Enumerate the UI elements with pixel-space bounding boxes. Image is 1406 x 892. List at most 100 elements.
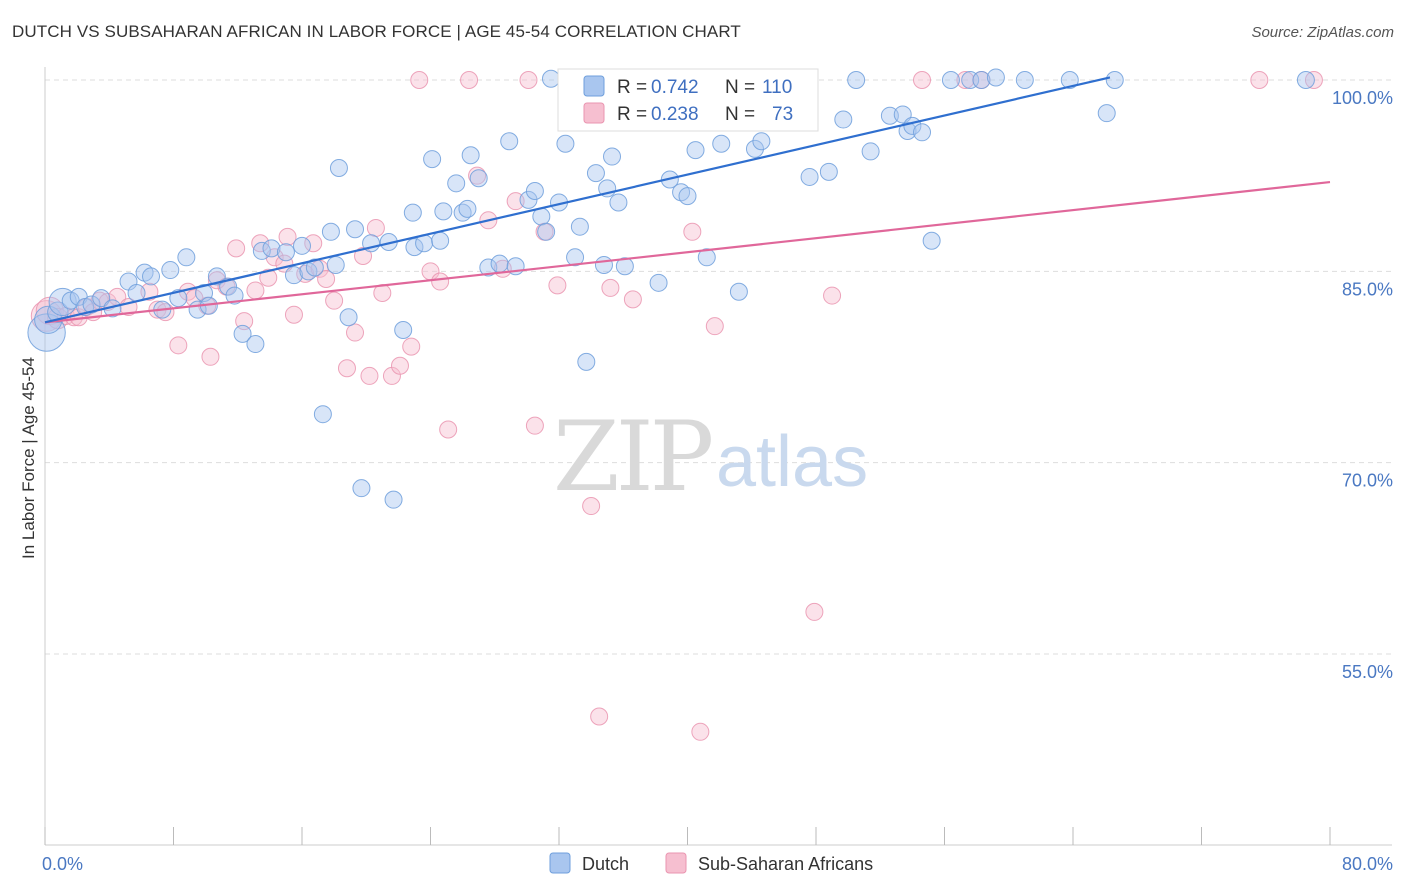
- x-tick-label-min: 0.0%: [42, 854, 83, 874]
- dutch-point: [293, 236, 311, 255]
- dutch-point: [913, 123, 932, 142]
- dutch-point: [972, 71, 991, 89]
- ssa-point: [317, 269, 336, 288]
- dutch-point: [27, 313, 66, 352]
- dutch-point: [246, 335, 265, 354]
- dutch-point: [326, 255, 345, 274]
- ssa-point: [390, 356, 409, 375]
- legend-ssa-n-value: 73: [772, 104, 793, 125]
- ssa-point: [169, 336, 188, 355]
- dutch-point: [82, 295, 101, 314]
- dutch-point: [479, 258, 498, 277]
- ssa-point: [506, 192, 525, 211]
- ssa-point: [278, 227, 297, 246]
- ssa-point: [251, 234, 270, 253]
- dutch-point: [434, 202, 453, 221]
- legend-swatch-ssa: [583, 102, 605, 124]
- ssa-point: [823, 286, 842, 305]
- ssa-point: [460, 71, 479, 89]
- legend-dutch-n-label: N =: [725, 77, 755, 98]
- ssa-point: [402, 337, 421, 356]
- legend-dutch-n-value: 110: [762, 77, 792, 98]
- dutch-point: [586, 164, 605, 183]
- ssa-point: [337, 359, 356, 378]
- ssa-trend-line: [44, 180, 1331, 324]
- ssa-point: [431, 272, 450, 291]
- dutch-point: [609, 193, 628, 212]
- dutch-point: [834, 110, 853, 129]
- dutch-point: [405, 238, 424, 257]
- dutch-point: [284, 266, 303, 285]
- dutch-point: [92, 289, 111, 308]
- bottom-legend: Dutch Sub-Saharan Africans: [549, 852, 873, 874]
- dutch-point: [403, 203, 422, 222]
- dutch-point: [615, 257, 634, 276]
- source-label: Source: ZipAtlas.com: [1251, 24, 1394, 41]
- ssa-point: [346, 323, 365, 342]
- dutch-point: [431, 231, 450, 250]
- ssa-point: [246, 281, 265, 300]
- dutch-point: [603, 147, 622, 166]
- dutch-point: [556, 134, 575, 153]
- dutch-point: [305, 258, 324, 277]
- ssa-point: [601, 278, 620, 297]
- ssa-point: [913, 71, 932, 89]
- ssa-point: [582, 497, 601, 516]
- ssa-point: [805, 602, 824, 621]
- dutch-point: [922, 231, 941, 250]
- dutch-point: [169, 289, 188, 308]
- dutch-point: [570, 217, 589, 236]
- ssa-point: [590, 707, 609, 726]
- dutch-point: [161, 261, 180, 280]
- y-tick-label-100: 100.0%: [1332, 88, 1393, 108]
- ssa-point: [705, 317, 724, 336]
- ssa-series-points: [30, 71, 1323, 741]
- watermark: ZIP atlas: [553, 401, 868, 513]
- ssa-point: [227, 239, 246, 258]
- dutch-point: [686, 141, 705, 160]
- ssa-point: [140, 282, 159, 301]
- ssa-point: [548, 276, 567, 295]
- dutch-point: [1296, 71, 1315, 89]
- y-axis-label: In Labor Force | Age 45-54: [19, 357, 38, 559]
- dutch-point: [329, 159, 348, 178]
- dutch-point: [941, 71, 960, 89]
- dutch-point: [490, 254, 509, 273]
- dutch-point: [566, 248, 585, 267]
- dutch-point: [262, 239, 281, 258]
- dutch-point: [500, 132, 519, 151]
- dutch-point: [339, 308, 358, 327]
- dutch-point: [423, 150, 442, 169]
- ssa-point: [623, 290, 642, 309]
- legend-dutch-r-label: R =: [617, 77, 647, 98]
- ssa-point: [304, 234, 323, 253]
- dutch-point: [649, 273, 668, 292]
- ssa-point: [1250, 71, 1269, 89]
- top-legend: R = 0.742 N = 110 R = 0.238 N = 73: [557, 68, 819, 132]
- bottom-legend-label-ssa: Sub-Saharan Africans: [698, 854, 873, 874]
- dutch-point: [986, 68, 1005, 87]
- y-tick-label-70: 70.0%: [1342, 471, 1393, 491]
- y-tick-label-85: 85.0%: [1342, 279, 1393, 299]
- legend-ssa-r-value: 0.238: [651, 104, 699, 125]
- grid-lines: [45, 79, 1392, 655]
- ssa-point: [354, 247, 373, 266]
- bottom-legend-swatch-dutch: [549, 852, 571, 874]
- dutch-point: [898, 122, 917, 141]
- dutch-point: [1097, 104, 1116, 123]
- dutch-point: [594, 255, 613, 274]
- dutch-point: [519, 190, 538, 209]
- dutch-point: [712, 134, 731, 153]
- axes: [44, 67, 1392, 846]
- dutch-point: [352, 479, 371, 498]
- ssa-point: [201, 347, 220, 366]
- dutch-point: [819, 162, 838, 181]
- dutch-point: [207, 267, 226, 286]
- dutch-point: [276, 243, 295, 262]
- legend-ssa-n-label: N =: [725, 104, 755, 125]
- dutch-point: [752, 132, 771, 151]
- ssa-point: [439, 420, 458, 439]
- ssa-point: [284, 305, 303, 324]
- dutch-point: [313, 405, 332, 424]
